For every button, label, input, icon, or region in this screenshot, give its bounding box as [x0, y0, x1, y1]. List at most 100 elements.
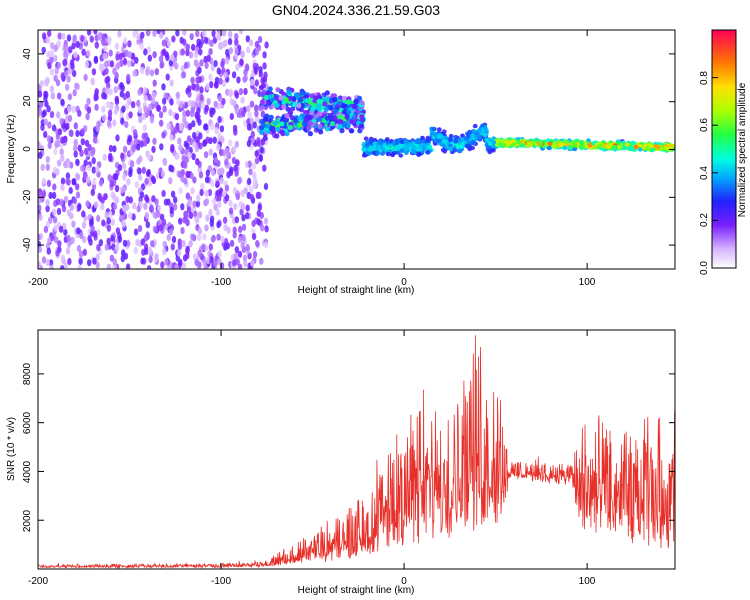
spectrogram-cell [161, 189, 166, 198]
spectrogram-cell [194, 215, 199, 223]
spectrogram-cell [391, 151, 397, 156]
spectrogram-cell [346, 109, 352, 115]
spectrogram-cell [260, 110, 266, 118]
spectrogram-cell [209, 81, 214, 89]
spectrogram-cell [127, 40, 132, 48]
spectrogram-cell [67, 67, 72, 75]
spectrogram-cell [94, 88, 99, 96]
spectrogram-cell [48, 191, 53, 200]
spectrogram-cell [235, 159, 240, 167]
colorbar: 0.0 0.2 0.4 0.6 0.8 Normalized spectral … [699, 29, 748, 275]
snr-x-tick-label: -100 [211, 576, 231, 587]
spectrogram-cell [96, 244, 101, 252]
spectrogram-cell [263, 241, 269, 249]
spectrogram-cell [108, 144, 114, 153]
spectrogram-cell [150, 97, 156, 105]
spectrogram-cell [254, 115, 260, 123]
spectrogram-cell [567, 145, 573, 150]
spectrogram-cell [247, 252, 252, 260]
spectrogram-cell [65, 172, 71, 180]
spectrogram-cell [235, 193, 240, 201]
spectrogram-cell [120, 84, 125, 92]
spectrogram-cell [246, 46, 251, 54]
spectrogram-cell [241, 110, 246, 118]
spectrogram-cell [73, 122, 79, 130]
spectrogram-cell [71, 178, 76, 186]
spectrogram-cell [75, 183, 80, 191]
spectrogram-cell [254, 157, 260, 165]
spectrogram-cell [526, 141, 532, 146]
spectrogram-cell [39, 80, 44, 88]
spectrogram-cell [72, 69, 77, 78]
spectrogram-cell [53, 44, 58, 52]
spectrogram-cell [151, 195, 156, 203]
spectrogram-cell [124, 121, 129, 129]
spectrogram-cell [60, 183, 65, 191]
colorbar-tick-label: 0.4 [699, 166, 710, 180]
spectrogram-cell [217, 168, 223, 176]
spectrogram-cell [218, 77, 223, 85]
spectrogram-cell [110, 191, 116, 199]
spectrogram-cell [63, 228, 68, 236]
spectrogram-cell [133, 228, 139, 236]
spectrogram-cell [47, 62, 52, 70]
spectrogram-cell [109, 60, 115, 68]
spectrogram-cell [185, 109, 191, 117]
spectrogram-cell [247, 111, 252, 119]
spectrogram-cell [104, 60, 109, 68]
spectrogram-cell [241, 214, 246, 222]
spectrogram-cell [97, 32, 102, 40]
spectrogram-cell [231, 145, 237, 153]
spectrogram-cell [205, 169, 210, 177]
spectrogram-cell [237, 235, 243, 244]
spectrogram-cell [215, 189, 221, 197]
spectrogram-cell [453, 134, 459, 140]
spectrogram-cell [51, 191, 57, 199]
spectrogram-cell [159, 143, 164, 151]
spectrogram-cell [122, 145, 128, 153]
spectrogram-cell [257, 191, 262, 199]
spectrogram-cell [158, 31, 164, 40]
spectrogram-cell [519, 143, 525, 148]
spectrogram-cell [131, 145, 136, 153]
spectrogram-cell [54, 67, 59, 75]
spectrogram-cell [76, 227, 81, 235]
spectrogram-cell [452, 148, 458, 153]
spectrogram-cell [45, 36, 50, 44]
spectrogram-cell [132, 30, 137, 38]
spectrogram-cell [307, 131, 313, 137]
spectrogram-cell [97, 192, 102, 200]
spectrogram-cell [168, 108, 173, 117]
spectrogram-cell [223, 243, 228, 251]
spectrogram-cell [204, 104, 209, 112]
spectrogram-cell [316, 98, 322, 104]
spectrogram-cell [50, 234, 55, 242]
spectrogram-cell [187, 85, 192, 93]
spectrogram-cell [80, 164, 85, 173]
spectrogram-cell [82, 248, 88, 256]
spectrogram-cell [112, 202, 118, 211]
spectrogram-cell [66, 178, 71, 186]
spectrogram-cell [101, 38, 106, 46]
spectrogram-cell [352, 103, 358, 109]
spectrogram-cell [231, 156, 237, 165]
spectrogram-cell [259, 129, 265, 135]
spectrogram-cell [165, 73, 170, 81]
spectrogram-cell [367, 147, 373, 152]
spectrogram-cell [87, 144, 92, 152]
spectrogram-cell [72, 197, 78, 205]
spectrogram-cell [59, 198, 64, 206]
spectrogram-cell [125, 263, 131, 269]
spectrogram-cell [166, 122, 171, 130]
spectrogram-cell [152, 51, 157, 59]
spectrogram-cell [83, 147, 89, 155]
spectrogram-cell [53, 166, 58, 174]
spectrogram-cell [275, 126, 281, 132]
spectrogram-cell [105, 101, 111, 109]
spectrogram-cell [75, 191, 81, 199]
spectrogram-cell [59, 148, 64, 156]
spectrogram-cell [203, 36, 209, 44]
spectrogram-cell [142, 124, 148, 132]
spectrogram-cell [631, 141, 637, 146]
spectrogram-cell [65, 122, 70, 130]
